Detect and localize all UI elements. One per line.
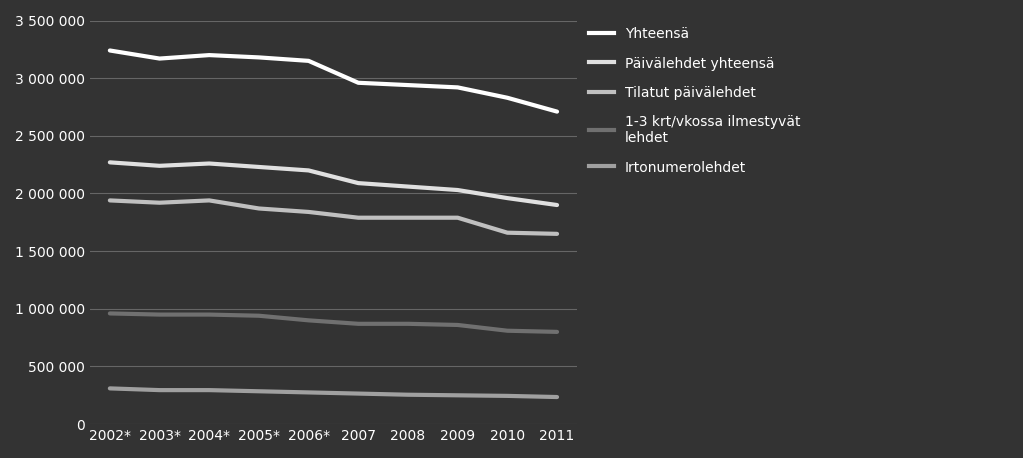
Legend: Yhteensä, Päivälehdet yhteensä, Tilatut päivälehdet, 1-3 krt/vkossa ilmestyvät
l: Yhteensä, Päivälehdet yhteensä, Tilatut …: [588, 27, 800, 175]
